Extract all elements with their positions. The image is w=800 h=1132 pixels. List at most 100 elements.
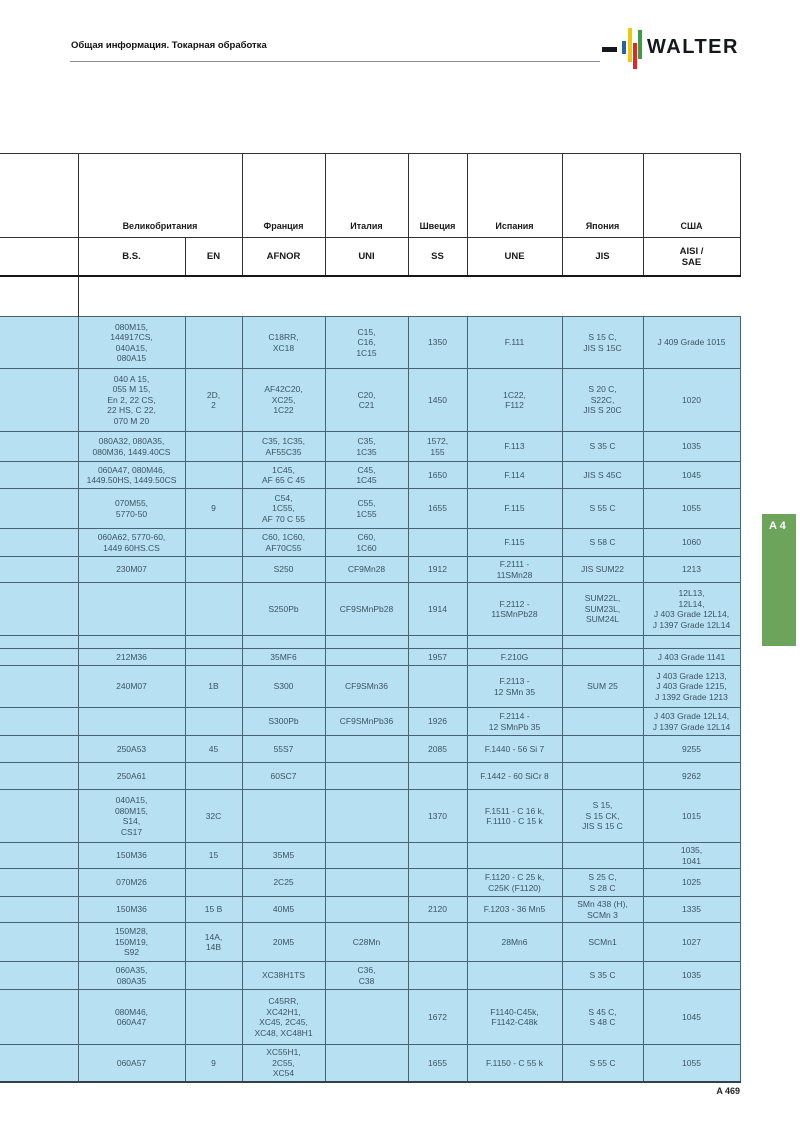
- table-cell: 1926: [407, 707, 468, 736]
- table-row: S250Pb CF9SMnPb28 1914 F.2112 - 11SMnPb28 SU…: [0, 582, 741, 636]
- table-cell: 35MF6: [241, 648, 326, 666]
- standard-header: B.S.: [77, 237, 186, 277]
- table-cell: [184, 707, 243, 736]
- table-row: 060A62, 5770-60, 1449 60HS.CS C60, 1C60, …: [0, 528, 741, 557]
- breadcrumb: Общая информация. Токарная обработка: [71, 40, 267, 51]
- table-cell: F1140-C45k, F1142-C48k: [466, 989, 563, 1045]
- table-cell: [324, 989, 409, 1045]
- table-cell: [0, 582, 79, 636]
- table-cell: [0, 368, 79, 432]
- table-cell: CF9SMnPb28: [324, 582, 409, 636]
- table-row: 060A35, 080A35 XC38H1TS C36, C38 S 35 C 1035: [0, 961, 741, 990]
- logo-dash-icon: [602, 47, 617, 52]
- table-cell: S 35 C: [561, 961, 644, 990]
- table-cell: [561, 735, 644, 763]
- logo-wordmark: WALTER: [647, 36, 739, 58]
- table-cell: S 35 C: [561, 431, 644, 462]
- table-cell: 1060: [642, 528, 741, 557]
- table-cell: F.115: [466, 488, 563, 529]
- table-cell: F.1511 - C 16 k, F.1110 - C 15 k: [466, 789, 563, 843]
- table-cell: F.2114 - 12 SMnPb 35: [466, 707, 563, 736]
- standard-header: UNE: [466, 237, 563, 277]
- walter-logo: WALTER: [600, 26, 750, 70]
- table-cell: [0, 431, 79, 462]
- table-cell: 1045: [642, 989, 741, 1045]
- table-cell: 9262: [642, 762, 741, 790]
- table-cell: CF9Mn28: [324, 556, 409, 583]
- table-cell: 060A57: [77, 1044, 186, 1083]
- table-cell: [0, 707, 79, 736]
- table-cell: 070M55, 5770-50: [77, 488, 186, 529]
- table-cell: C35, 1C35: [324, 431, 409, 462]
- gap-cell: [562, 276, 643, 317]
- table-row: 150M36 15 35M5 1035, 1041: [0, 842, 741, 869]
- table-header: Великобритания Франция Италия Швеция Испания…: [0, 153, 741, 317]
- table-cell: AF42C20, XC25, 1C22: [241, 368, 326, 432]
- page-number: A 469: [716, 1086, 740, 1096]
- table-cell: S 15, S 15 CK, JIS S 15 C: [561, 789, 644, 843]
- table-cell: S 58 C: [561, 528, 644, 557]
- table-cell: F.115: [466, 528, 563, 557]
- table-cell: F.1150 - C 55 k: [466, 1044, 563, 1083]
- table-cell: F.210G: [466, 648, 563, 666]
- table-cell: [407, 528, 468, 557]
- table-cell: 212M36: [77, 648, 186, 666]
- table-cell: [184, 582, 243, 636]
- table-cell: 45: [184, 735, 243, 763]
- spacer-cell: [184, 635, 243, 649]
- table-cell: [241, 789, 326, 843]
- table-cell: 12L13, 12L14, J 403 Grade 12L14, J 1397 …: [642, 582, 741, 636]
- table-cell: 2085: [407, 735, 468, 763]
- spacer-cell: [642, 635, 741, 649]
- table-cell: [466, 961, 563, 990]
- table-row: 040 A 15, 055 M 15, En 2, 22 CS, 22 HS, …: [0, 368, 741, 432]
- table-cell: 28Mn6: [466, 922, 563, 962]
- table-cell: [324, 896, 409, 923]
- gap-cell: [325, 276, 408, 317]
- table-cell: 230M07: [77, 556, 186, 583]
- standard-header: SS: [407, 237, 468, 277]
- table-cell: S300Pb: [241, 707, 326, 736]
- table-cell: 1B: [184, 665, 243, 708]
- table-cell: [561, 707, 644, 736]
- table-cell: [184, 648, 243, 666]
- table-cell: [0, 648, 79, 666]
- table-cell: [184, 528, 243, 557]
- table-cell: J 403 Grade 12L14, J 1397 Grade 12L14: [642, 707, 741, 736]
- table-cell: S 15 C, JIS S 15C: [561, 316, 644, 369]
- table-cell: 1055: [642, 488, 741, 529]
- table-cell: 080M15, 144917CS, 040A15, 080A15: [77, 316, 186, 369]
- table-row: 040A15, 080M15, S14, CS17 32C 1370 F.1511 -…: [0, 789, 741, 843]
- table-cell: 1912: [407, 556, 468, 583]
- table-cell: 1957: [407, 648, 468, 666]
- table-cell: [324, 735, 409, 763]
- table-cell: [324, 648, 409, 666]
- table-cell: 2D, 2: [184, 368, 243, 432]
- table-cell: [0, 665, 79, 708]
- table-cell: 1370: [407, 789, 468, 843]
- table-cell: [324, 789, 409, 843]
- table-cell: 1450: [407, 368, 468, 432]
- table-cell: 9: [184, 1044, 243, 1083]
- table-cell: 240M07: [77, 665, 186, 708]
- standard-header: AFNOR: [241, 237, 326, 277]
- table-cell: F.1440 - 56 Si 7: [466, 735, 563, 763]
- table-cell: 1035: [642, 431, 741, 462]
- table-cell: [0, 989, 79, 1045]
- standard-header: [0, 237, 79, 277]
- table-cell: 1020: [642, 368, 741, 432]
- table-cell: 250A61: [77, 762, 186, 790]
- table-cell: C45, 1C45: [324, 461, 409, 489]
- standard-header: EN: [184, 237, 243, 277]
- table-cell: C60, 1C60, AF70C55: [241, 528, 326, 557]
- table-cell: [324, 868, 409, 897]
- table-cell: [407, 762, 468, 790]
- table-cell: [184, 461, 243, 489]
- table-cell: 60SC7: [241, 762, 326, 790]
- table-cell: 1025: [642, 868, 741, 897]
- spacer-cell: [77, 635, 186, 649]
- gap-cell: [408, 276, 467, 317]
- table-cell: [77, 707, 186, 736]
- table-cell: 1655: [407, 488, 468, 529]
- standard-header: JIS: [561, 237, 644, 277]
